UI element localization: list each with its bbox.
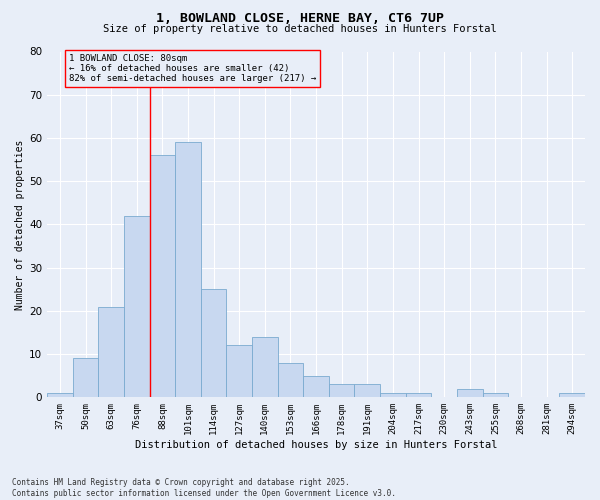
Bar — [559, 393, 585, 398]
Text: 1 BOWLAND CLOSE: 80sqm
← 16% of detached houses are smaller (42)
82% of semi-det: 1 BOWLAND CLOSE: 80sqm ← 16% of detached… — [69, 54, 316, 84]
Bar — [149, 155, 175, 398]
Bar — [482, 393, 508, 398]
Text: 1, BOWLAND CLOSE, HERNE BAY, CT6 7UP: 1, BOWLAND CLOSE, HERNE BAY, CT6 7UP — [156, 12, 444, 26]
Y-axis label: Number of detached properties: Number of detached properties — [15, 139, 25, 310]
Bar — [355, 384, 380, 398]
X-axis label: Distribution of detached houses by size in Hunters Forstal: Distribution of detached houses by size … — [135, 440, 497, 450]
Bar — [73, 358, 98, 398]
Bar — [252, 337, 278, 398]
Text: Size of property relative to detached houses in Hunters Forstal: Size of property relative to detached ho… — [103, 24, 497, 34]
Bar — [380, 393, 406, 398]
Bar — [303, 376, 329, 398]
Bar — [226, 346, 252, 398]
Bar — [406, 393, 431, 398]
Bar — [175, 142, 201, 398]
Bar — [201, 290, 226, 398]
Bar — [329, 384, 355, 398]
Bar — [98, 306, 124, 398]
Bar — [457, 388, 482, 398]
Bar — [278, 362, 303, 398]
Text: Contains HM Land Registry data © Crown copyright and database right 2025.
Contai: Contains HM Land Registry data © Crown c… — [12, 478, 396, 498]
Bar — [124, 216, 149, 398]
Bar — [47, 393, 73, 398]
